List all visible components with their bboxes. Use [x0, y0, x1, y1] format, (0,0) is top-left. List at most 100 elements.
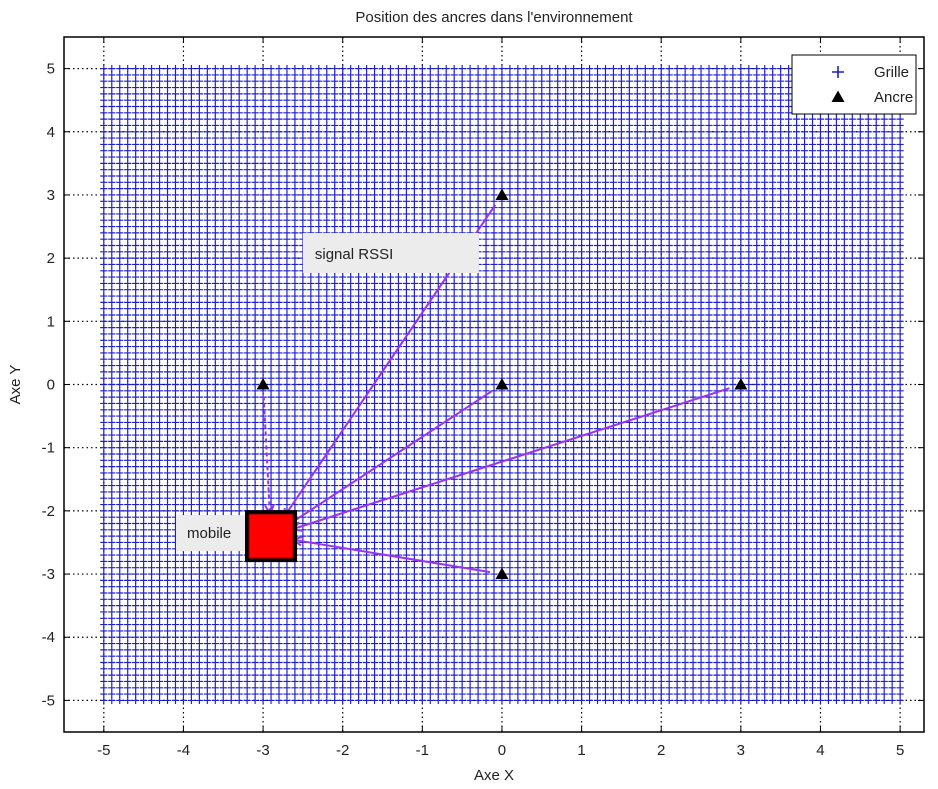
grid-point — [132, 469, 140, 477]
grid-point — [108, 324, 116, 332]
grid-point — [155, 519, 164, 528]
grid-point — [140, 311, 148, 319]
grid-point — [100, 191, 108, 199]
grid-point — [147, 147, 156, 155]
grid-point — [100, 557, 108, 566]
grid-point — [124, 147, 132, 155]
grid-point — [100, 235, 108, 243]
grid-point — [108, 305, 116, 313]
grid-point — [140, 292, 148, 300]
grid-point — [124, 627, 132, 635]
grid-point — [147, 431, 156, 439]
grid-point — [116, 494, 124, 502]
grid-point — [116, 538, 124, 547]
grid-point — [132, 620, 140, 629]
grid-point — [100, 387, 108, 395]
grid-point — [108, 77, 116, 85]
grid-point — [140, 431, 148, 439]
grid-point — [147, 267, 156, 275]
grid-point — [124, 216, 132, 224]
grid-point — [132, 286, 140, 294]
grid-point — [155, 614, 164, 622]
grid-point — [100, 361, 108, 370]
grid-point — [116, 463, 124, 471]
grid-point — [147, 64, 156, 73]
grid-point — [124, 267, 132, 275]
grid-point — [108, 545, 116, 553]
grid-point — [155, 564, 164, 572]
grid-point — [108, 507, 116, 515]
grid-point — [132, 545, 140, 553]
grid-point — [124, 355, 132, 363]
grid-point — [155, 494, 164, 502]
grid-point — [147, 646, 156, 654]
grid-point — [147, 387, 156, 395]
grid-point — [147, 399, 156, 408]
grid-point — [108, 677, 116, 686]
grid-point — [124, 418, 132, 427]
grid-point — [108, 83, 116, 92]
grid-point — [108, 374, 116, 382]
grid-point — [147, 614, 156, 622]
grid-point — [100, 330, 108, 338]
grid-point — [132, 576, 140, 584]
grid-point — [124, 646, 132, 654]
grid-point — [116, 456, 124, 464]
grid-point — [140, 191, 148, 199]
grid-point — [140, 197, 148, 205]
grid-point — [124, 519, 132, 528]
grid-point — [108, 564, 116, 572]
grid-point — [132, 677, 140, 686]
grid-point — [147, 83, 156, 92]
grid-point — [147, 456, 156, 464]
grid-point — [132, 153, 140, 161]
grid-point — [108, 178, 116, 186]
grid-point — [155, 677, 164, 686]
grid-point — [116, 77, 124, 85]
grid-point — [155, 551, 164, 559]
grid-point — [108, 387, 116, 395]
grid-point — [132, 393, 140, 401]
grid-point — [132, 463, 140, 471]
grid-point — [108, 71, 116, 79]
grid-point — [124, 128, 132, 136]
grid-point — [100, 393, 108, 401]
grid-point — [116, 235, 124, 243]
grid-point — [124, 241, 132, 250]
grid-point — [124, 235, 132, 243]
grid-point — [116, 121, 124, 130]
grid-point — [100, 583, 108, 591]
grid-point — [108, 526, 116, 534]
grid-point — [100, 147, 108, 155]
grid-point — [116, 248, 124, 256]
grid-point — [155, 570, 164, 578]
grid-point — [132, 614, 140, 622]
grid-point — [132, 71, 140, 79]
grid-point — [100, 210, 108, 218]
grid-point — [100, 633, 108, 641]
grid-point — [140, 500, 148, 509]
grid-point — [100, 153, 108, 161]
grid-point — [100, 172, 108, 180]
grid-point — [140, 64, 148, 73]
grid-point — [108, 570, 116, 578]
grid-point — [124, 172, 132, 180]
grid-point — [132, 665, 140, 673]
grid-point — [124, 677, 132, 686]
grid-point — [108, 185, 116, 193]
grid-point — [100, 298, 108, 306]
grid-point — [147, 500, 156, 509]
grid-point — [116, 115, 124, 123]
grid-point — [140, 576, 148, 584]
grid-point — [100, 450, 108, 458]
grid-point — [100, 90, 108, 98]
grid-point — [140, 305, 148, 313]
grid-point — [108, 627, 116, 635]
grid-point — [140, 260, 148, 269]
grid-point — [108, 109, 116, 117]
grid-point — [132, 412, 140, 420]
grid-point — [140, 475, 148, 483]
grid-point — [140, 551, 148, 559]
grid-point — [147, 658, 156, 667]
grid-point — [140, 399, 148, 408]
